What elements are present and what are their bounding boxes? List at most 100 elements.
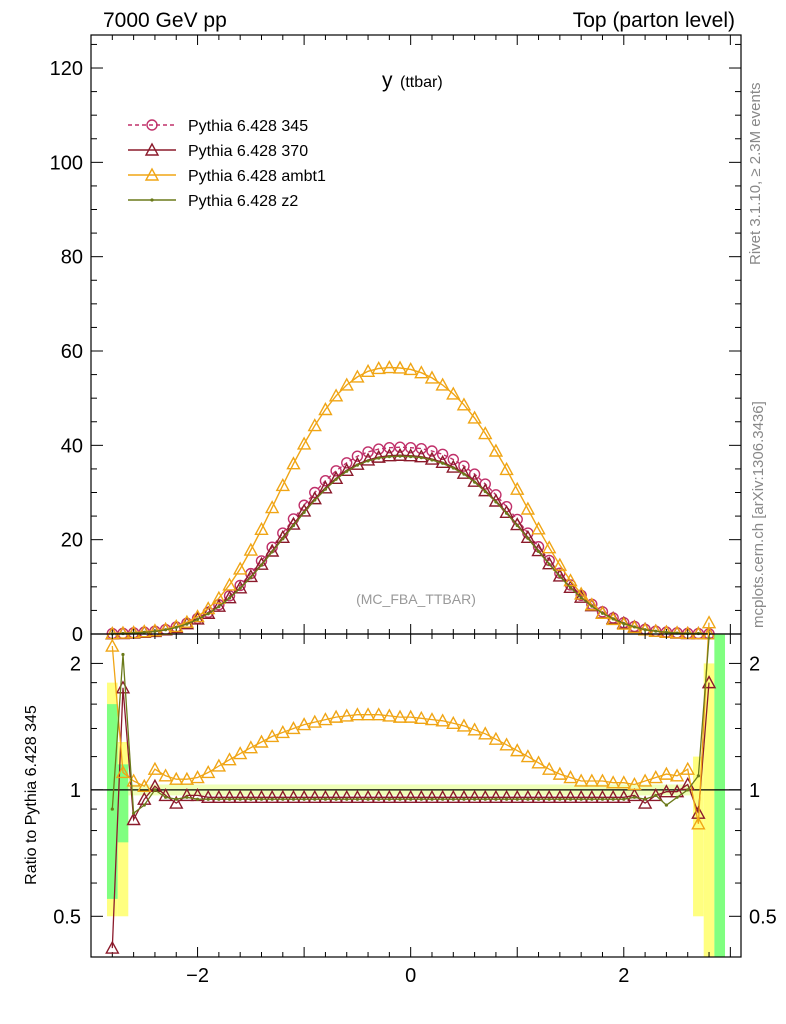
data-point: [552, 557, 568, 571]
data-point: [281, 537, 285, 541]
data-point: [478, 426, 493, 440]
data-point: [206, 797, 210, 801]
data-point: [654, 793, 658, 798]
data-point: [275, 529, 290, 544]
data-point: [275, 789, 290, 804]
data-point: [446, 715, 461, 730]
data-point: [163, 795, 168, 799]
y-tick-label: 100: [50, 152, 83, 174]
data-point: [377, 797, 381, 801]
data-point: [398, 454, 402, 458]
data-point: [488, 789, 504, 804]
data-point: [531, 755, 546, 769]
ratio-plot-frame: [90, 633, 742, 958]
data-point: [330, 465, 342, 477]
data-point: [467, 410, 482, 424]
data-point: [622, 797, 626, 801]
data-point: [637, 795, 653, 809]
data-point: [590, 797, 594, 801]
x-tick-label: 2: [618, 965, 629, 987]
y-tick-label-right: 1: [749, 780, 760, 802]
data-point: [254, 521, 269, 535]
data-point: [163, 628, 168, 632]
data-point: [446, 789, 461, 804]
data-point: [132, 811, 136, 815]
data-point: [510, 517, 525, 531]
data-point: [488, 731, 504, 745]
data-point: [542, 789, 557, 804]
data-point: [542, 761, 557, 775]
data-point: [542, 556, 557, 570]
data-point: [142, 630, 146, 634]
data-point: [414, 789, 429, 804]
data-point: [441, 797, 445, 801]
data-point: [451, 466, 455, 470]
data-point: [323, 797, 328, 801]
data-point: [185, 622, 189, 626]
data-point: [318, 402, 333, 416]
data-point: [659, 766, 674, 780]
data-point: [195, 797, 200, 801]
data-point: [351, 450, 364, 462]
data-point: [174, 625, 178, 629]
data-point: [341, 457, 353, 469]
data-point: [238, 586, 242, 590]
data-point: [478, 483, 493, 497]
data-point: [153, 788, 157, 792]
data-point: [456, 718, 472, 732]
legend-marker: [144, 142, 160, 156]
data-point: [318, 789, 333, 804]
data-point: [659, 784, 674, 798]
data-point: [531, 789, 546, 804]
data-point: [467, 789, 482, 804]
data-point: [339, 708, 354, 722]
data-point: [494, 797, 498, 801]
data-point: [643, 797, 647, 801]
data-point: [366, 797, 370, 801]
data-point: [382, 789, 397, 804]
data-point: [632, 625, 637, 629]
data-point: [600, 611, 605, 615]
data-point: [233, 746, 248, 760]
header-left: 7000 GeV pp: [103, 9, 227, 32]
data-point: [415, 442, 428, 455]
plot-title-sub: (ttbar): [400, 74, 443, 91]
x-tick-label: 0: [405, 965, 416, 987]
data-point: [142, 803, 146, 807]
data-point: [664, 803, 669, 807]
data-point: [707, 636, 711, 640]
data-point: [211, 590, 227, 604]
data-point: [243, 542, 259, 556]
data-point: [355, 463, 359, 467]
data-point: [510, 481, 525, 495]
data-point: [424, 789, 440, 804]
data-point: [201, 605, 216, 619]
data-point: [249, 797, 253, 801]
data-point: [328, 709, 344, 723]
data-point: [515, 523, 519, 528]
data-point: [254, 789, 269, 804]
data-point: [447, 453, 459, 466]
data-point: [137, 778, 152, 792]
data-point: [414, 710, 429, 725]
data-point: [409, 797, 413, 801]
data-point: [654, 629, 658, 633]
data-point: [664, 630, 669, 634]
data-point: [595, 605, 610, 619]
data-point: [377, 456, 381, 460]
data-point: [249, 575, 253, 580]
data-point: [436, 448, 449, 460]
data-point: [424, 712, 440, 726]
data-point: [264, 789, 280, 804]
y-tick-label: 40: [61, 435, 83, 457]
data-point: [643, 628, 647, 632]
data-point: [360, 789, 376, 804]
data-point: [286, 789, 301, 804]
data-point: [360, 707, 376, 721]
data-point: [531, 543, 546, 557]
data-point: [605, 775, 621, 789]
data-point: [611, 797, 615, 801]
data-point: [360, 363, 376, 377]
data-point: [600, 797, 605, 801]
data-point: [201, 765, 216, 779]
